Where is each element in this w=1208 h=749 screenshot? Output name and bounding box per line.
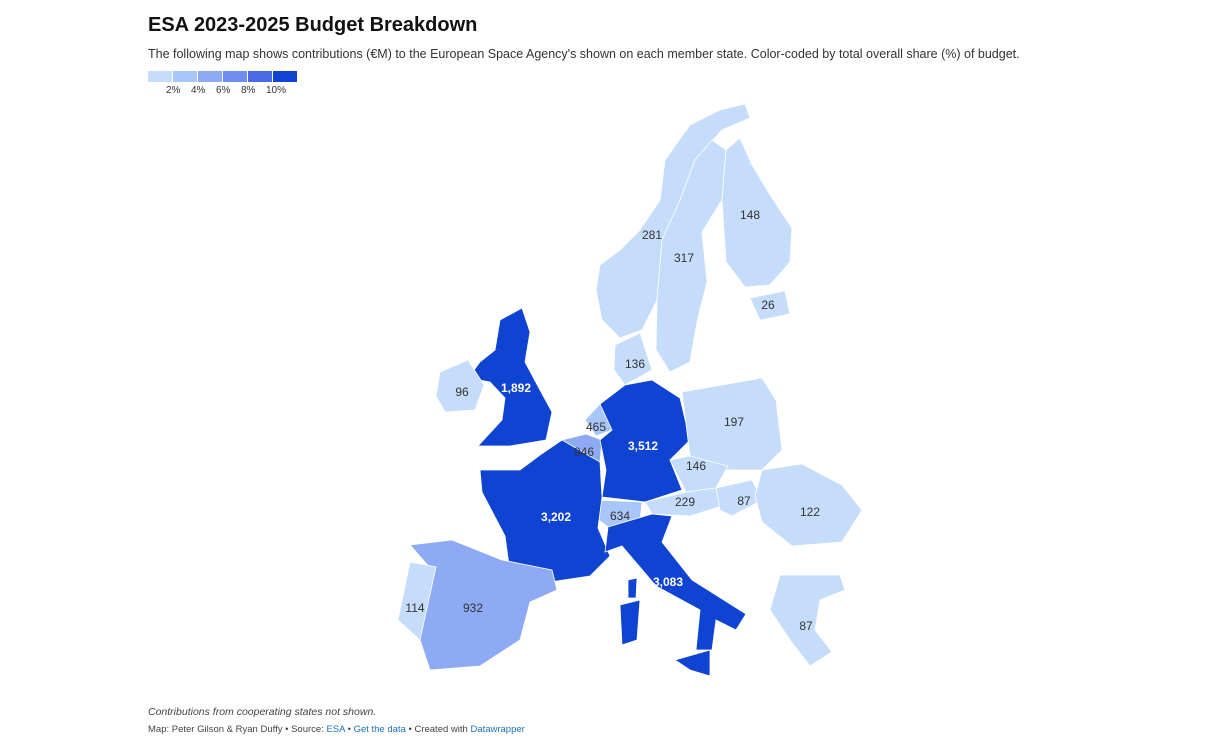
legend-tick: 6% xyxy=(216,85,231,96)
page-title: ESA 2023-2025 Budget Breakdown xyxy=(148,14,478,36)
value-label-czechia: 146 xyxy=(686,459,706,473)
legend-tick: 2% xyxy=(166,85,181,96)
value-label-portugal: 114 xyxy=(405,601,424,615)
country-denmark[interactable] xyxy=(613,332,653,386)
credit-text: Map: Peter Gilson & Ryan Duffy • Source: xyxy=(148,724,327,735)
country-hungary[interactable] xyxy=(715,479,763,517)
value-label-norway: 281 xyxy=(642,228,662,242)
value-label-ireland: 96 xyxy=(455,385,469,399)
value-label-hungary: 87 xyxy=(737,494,751,508)
country-norway[interactable] xyxy=(595,103,751,339)
get-data-link[interactable]: Get the data xyxy=(353,724,406,735)
separator: • xyxy=(344,724,354,735)
country-germany[interactable] xyxy=(599,379,691,503)
value-label-finland: 148 xyxy=(740,208,760,222)
value-label-netherlands: 465 xyxy=(586,420,606,434)
value-label-germany: 3,512 xyxy=(628,439,658,453)
value-label-estonia: 26 xyxy=(761,298,775,312)
country-romania[interactable] xyxy=(754,463,863,547)
value-label-greece: 87 xyxy=(799,619,813,633)
value-label-italy: 3,083 xyxy=(653,575,683,589)
legend-swatch xyxy=(148,71,172,82)
legend-tick: 4% xyxy=(191,85,206,96)
country-france[interactable] xyxy=(627,577,638,599)
value-label-sweden: 317 xyxy=(674,251,694,265)
byline: Map: Peter Gilson & Ryan Duffy • Source:… xyxy=(148,724,525,735)
country-france[interactable] xyxy=(479,439,611,583)
country-greece[interactable] xyxy=(769,574,846,667)
legend-swatch xyxy=(248,71,272,82)
value-label-united-kingdom: 1,892 xyxy=(501,381,531,395)
legend-tick: 8% xyxy=(241,85,256,96)
value-label-austria: 229 xyxy=(675,495,695,509)
description: The following map shows contributions (€… xyxy=(148,47,1020,61)
color-legend xyxy=(148,71,298,82)
source-link[interactable]: ESA xyxy=(326,724,345,735)
country-italy[interactable] xyxy=(604,513,747,651)
legend-swatch xyxy=(173,71,197,82)
legend-ticks: 2% 4% 6% 8% 10% xyxy=(148,85,308,97)
legend-swatch xyxy=(273,71,297,82)
value-label-romania: 122 xyxy=(800,505,820,519)
value-label-spain: 932 xyxy=(463,601,483,615)
country-czechia[interactable] xyxy=(669,455,729,493)
country-italy[interactable] xyxy=(674,649,711,677)
value-label-denmark: 136 xyxy=(625,357,645,371)
country-united-kingdom[interactable] xyxy=(467,307,553,447)
country-portugal[interactable] xyxy=(397,561,437,641)
legend-tick: 10% xyxy=(266,85,287,96)
legend-swatch xyxy=(223,71,247,82)
country-italy[interactable] xyxy=(619,599,641,646)
value-label-switzerland: 634 xyxy=(610,509,630,523)
country-sweden[interactable] xyxy=(655,139,727,373)
value-label-poland: 197 xyxy=(724,415,744,429)
country-finland[interactable] xyxy=(721,137,793,288)
footnote: Contributions from cooperating states no… xyxy=(148,706,377,718)
legend-swatch xyxy=(198,71,222,82)
country-ireland[interactable] xyxy=(435,359,485,413)
country-estonia[interactable] xyxy=(749,290,791,321)
created-with-text: • Created with xyxy=(405,724,471,735)
value-label-france: 3,202 xyxy=(541,510,571,524)
value-label-belgium: 946 xyxy=(574,445,594,459)
datawrapper-link[interactable]: Datawrapper xyxy=(470,724,525,735)
